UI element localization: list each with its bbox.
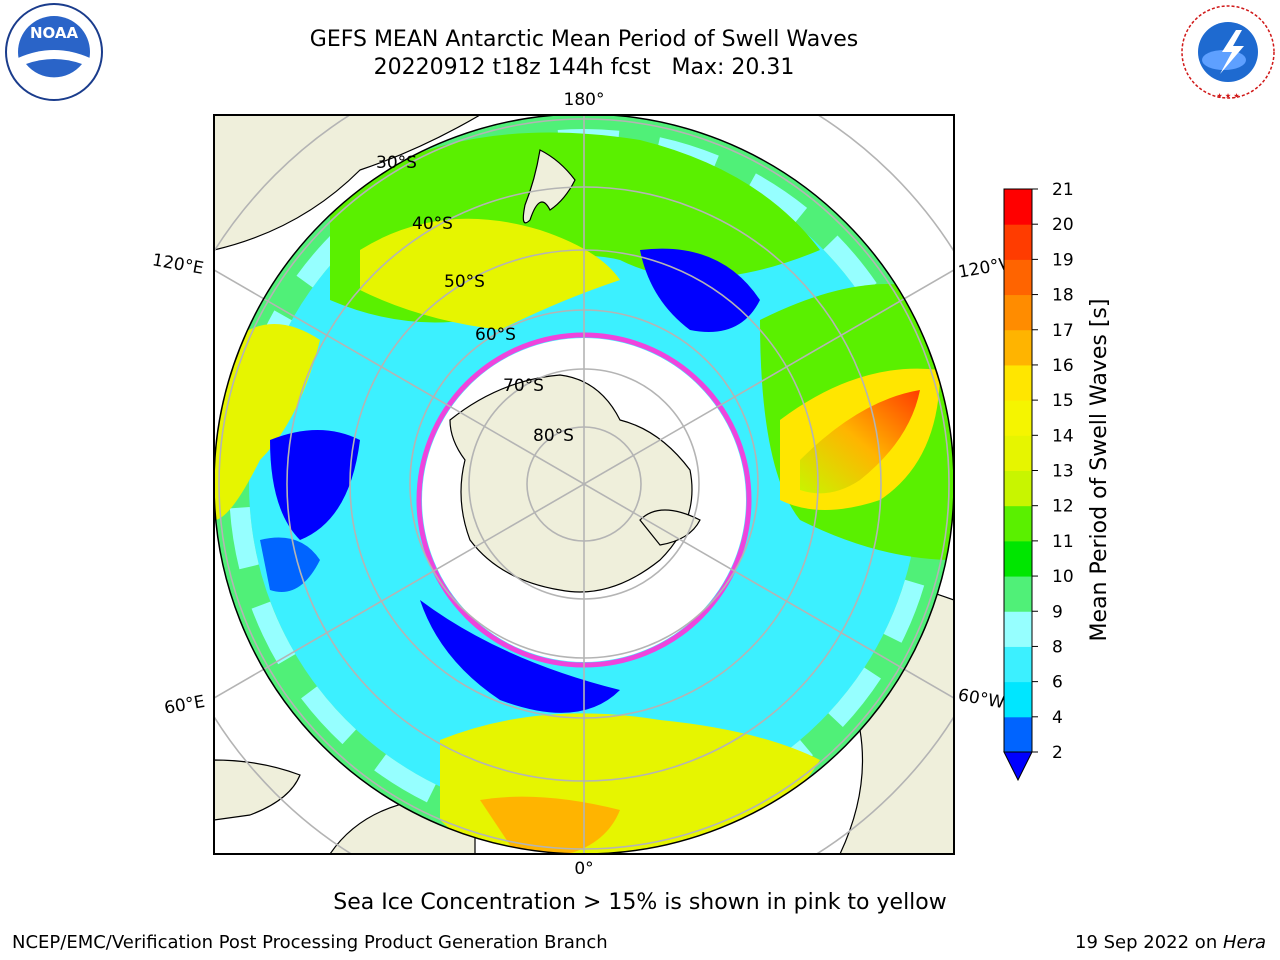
antarctic-peninsula bbox=[639, 509, 701, 546]
antarctica-land bbox=[449, 374, 693, 593]
title-line-2: 20220912 t18z 144h fcst Max: 20.31 bbox=[373, 55, 795, 80]
colorbar-segment bbox=[1004, 435, 1032, 471]
colorbar-segment bbox=[1004, 364, 1032, 401]
madagascar-land bbox=[214, 759, 301, 821]
colorbar-tick-label: 9 bbox=[1052, 602, 1063, 622]
lat-label-40s: 40°S bbox=[412, 214, 453, 234]
colorbar-tick-label: 8 bbox=[1052, 637, 1063, 657]
footer-credit: NCEP/EMC/Verification Post Processing Pr… bbox=[12, 932, 608, 953]
lon-label-120e: 120°E bbox=[151, 250, 205, 279]
colorbar-tick-label: 4 bbox=[1052, 708, 1063, 728]
lat-label-80s: 80°S bbox=[533, 426, 574, 446]
colorbar-segment bbox=[1004, 294, 1032, 331]
colorbar: 2 4 6 8 9 10 11 12 13 14 15 16 17 18 19 20 21 bbox=[1003, 180, 1074, 782]
colorbar-tick-label: 12 bbox=[1052, 497, 1074, 517]
svg-text:★ ★ ★: ★ ★ ★ bbox=[1216, 92, 1239, 100]
colorbar-tick-label: 15 bbox=[1052, 391, 1074, 411]
colorbar-segment bbox=[1004, 576, 1032, 612]
colorbar-segment bbox=[1004, 400, 1032, 436]
lat-label-30s: 30°S bbox=[376, 153, 417, 173]
footer-host: Hera bbox=[1222, 932, 1266, 953]
new-zealand-land bbox=[522, 149, 576, 224]
australia-land bbox=[214, 115, 482, 251]
colorbar-segment bbox=[1004, 540, 1032, 577]
colorbar-segment bbox=[1004, 259, 1032, 296]
noaa-logo: NOAA bbox=[4, 2, 104, 102]
nws-logo: ★ ★ ★ bbox=[1178, 2, 1278, 102]
plot-title: GEFS MEAN Antarctic Mean Period of Swell… bbox=[284, 26, 884, 82]
colorbar-tick-label: 13 bbox=[1052, 462, 1074, 482]
colorbar-tick-label: 2 bbox=[1052, 743, 1063, 763]
colorbar-segment bbox=[1004, 470, 1032, 507]
colorbar-segment bbox=[1004, 681, 1032, 718]
lat-label-70s: 70°S bbox=[503, 376, 544, 396]
lon-label-180: 180° bbox=[564, 90, 605, 110]
footer-date: 19 Sep 2022 on Hera bbox=[1075, 932, 1266, 953]
colorbar-label: Mean Period of Swell Waves [s] bbox=[1087, 299, 1112, 642]
colorbar-segment bbox=[1004, 716, 1032, 753]
colorbar-tick-label: 18 bbox=[1052, 286, 1074, 306]
colorbar-tick-label: 20 bbox=[1052, 215, 1074, 235]
lat-label-50s: 50°S bbox=[444, 272, 485, 292]
colorbar-tick-label: 16 bbox=[1052, 356, 1074, 376]
graticule bbox=[214, 115, 954, 854]
colorbar-tick-label: 19 bbox=[1052, 250, 1074, 270]
lon-label-0: 0° bbox=[574, 859, 593, 879]
footer-date-text: 19 Sep 2022 on bbox=[1075, 932, 1223, 953]
colorbar-under-arrow bbox=[1003, 751, 1033, 782]
colorbar-tick-label: 21 bbox=[1052, 180, 1074, 200]
colorbar-tick-label: 17 bbox=[1052, 321, 1074, 341]
colorbar-segment bbox=[1004, 505, 1032, 542]
colorbar-segment bbox=[1004, 329, 1032, 366]
lat-label-60s: 60°S bbox=[475, 325, 516, 345]
colorbar-segment bbox=[1004, 646, 1032, 683]
colorbar-segment bbox=[1004, 611, 1032, 647]
colorbar-segment bbox=[1004, 224, 1032, 260]
sea-ice-caption: Sea Ice Concentration > 15% is shown in … bbox=[333, 890, 947, 915]
colorbar-tick-label: 11 bbox=[1052, 532, 1074, 552]
lon-label-60e: 60°E bbox=[163, 692, 207, 719]
colorbar-tick-label: 6 bbox=[1052, 673, 1063, 693]
title-line-1: GEFS MEAN Antarctic Mean Period of Swell… bbox=[309, 27, 859, 52]
colorbar-tick-label: 14 bbox=[1052, 426, 1074, 446]
colorbar-tick-label: 10 bbox=[1052, 567, 1074, 587]
map-frame bbox=[213, 114, 955, 855]
noaa-logo-text: NOAA bbox=[30, 24, 79, 42]
lon-label-60w: 60°W bbox=[956, 685, 1006, 713]
colorbar-segment bbox=[1004, 189, 1032, 225]
